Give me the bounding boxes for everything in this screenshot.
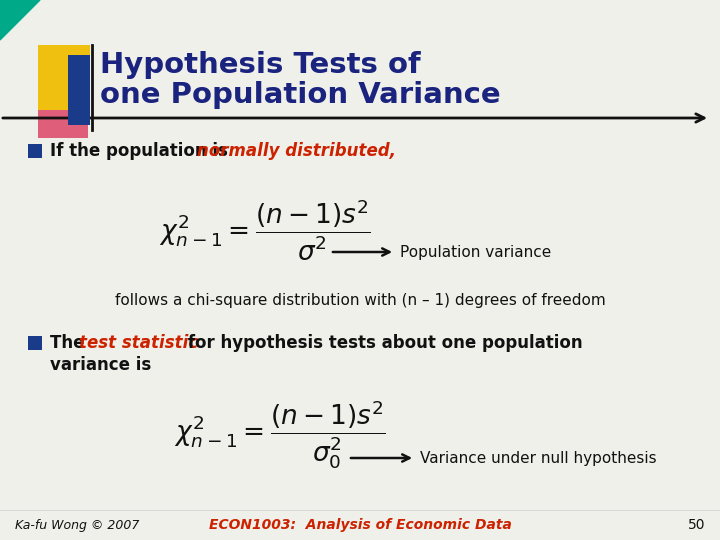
Text: ECON1003:  Analysis of Economic Data: ECON1003: Analysis of Economic Data bbox=[209, 518, 511, 532]
Text: If the population is: If the population is bbox=[50, 142, 233, 160]
Text: Ka-fu Wong © 2007: Ka-fu Wong © 2007 bbox=[15, 518, 140, 531]
Text: The: The bbox=[50, 334, 90, 352]
Text: Hypothesis Tests of: Hypothesis Tests of bbox=[100, 51, 420, 79]
Text: follows a chi-square distribution with (n – 1) degrees of freedom: follows a chi-square distribution with (… bbox=[114, 293, 606, 307]
Text: $\chi^{2}_{n-1} = \dfrac{(n-1)s^{2}}{\sigma^{2}}$: $\chi^{2}_{n-1} = \dfrac{(n-1)s^{2}}{\si… bbox=[159, 198, 371, 262]
Text: variance is: variance is bbox=[50, 356, 151, 374]
Text: test statistic: test statistic bbox=[78, 334, 198, 352]
Text: normally distributed,: normally distributed, bbox=[197, 142, 396, 160]
Bar bbox=[68, 55, 90, 125]
Bar bbox=[38, 88, 88, 138]
Text: Variance under null hypothesis: Variance under null hypothesis bbox=[420, 450, 657, 465]
Text: 50: 50 bbox=[688, 518, 705, 532]
Bar bbox=[28, 336, 42, 350]
Polygon shape bbox=[0, 0, 40, 40]
Bar bbox=[28, 144, 42, 158]
Text: for hypothesis tests about one population: for hypothesis tests about one populatio… bbox=[181, 334, 582, 352]
Bar bbox=[38, 45, 90, 110]
Text: one Population Variance: one Population Variance bbox=[100, 81, 500, 109]
Text: Population variance: Population variance bbox=[400, 245, 552, 260]
Text: $\chi^{2}_{n-1} = \dfrac{(n-1)s^{2}}{\sigma_{0}^{2}}$: $\chi^{2}_{n-1} = \dfrac{(n-1)s^{2}}{\si… bbox=[174, 399, 386, 471]
